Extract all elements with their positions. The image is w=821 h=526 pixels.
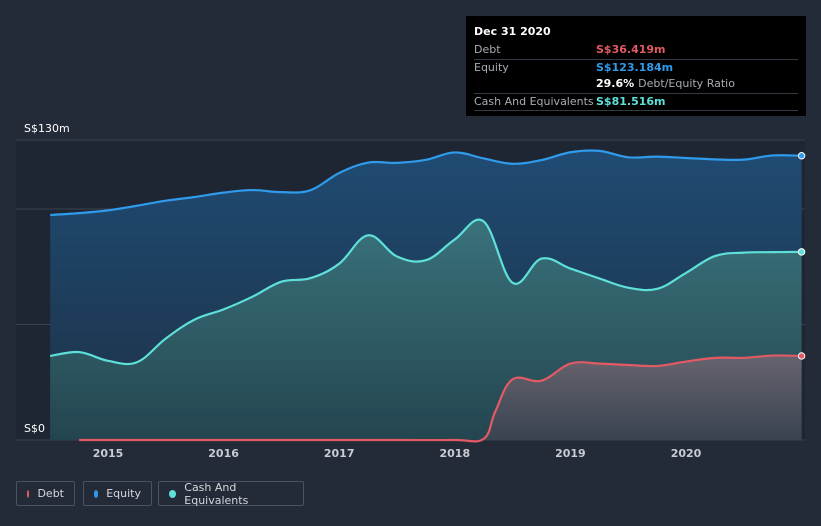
x-tick-label: 2019 [555, 447, 586, 460]
y-tick-label-top: S$130m [24, 122, 70, 135]
x-tick-label: 2020 [671, 447, 702, 460]
legend-item-equity[interactable]: Equity [83, 481, 152, 506]
tooltip-debt-label: Debt [474, 43, 501, 56]
debt-end-dot[interactable] [797, 352, 806, 360]
x-tick-label: 2016 [208, 447, 239, 460]
equity-line [50, 149, 802, 217]
debt-line [79, 354, 802, 443]
debt-area [79, 355, 802, 442]
legend-item-cash[interactable]: Cash And Equivalents [158, 480, 304, 507]
tooltip-equity-value: S$123.184m [596, 60, 674, 74]
legend-item-debt[interactable]: Debt [16, 481, 75, 506]
tooltip-debt-value: S$36.419m [596, 43, 666, 56]
x-tick-label: 2015 [93, 447, 124, 460]
legend-equity-label: Equity [106, 487, 141, 500]
tooltip-ratio-row: 29.6% Debt/Equity Ratio [474, 76, 798, 93]
tooltip-date: Dec 31 2020 [474, 25, 551, 38]
tooltip-ratio-value: 29.6% [596, 77, 635, 90]
equity-dot-icon [94, 489, 99, 498]
debt-dot-icon [27, 489, 30, 498]
tooltip-equity-row: Equity S$123.184m [474, 58, 798, 77]
tooltip-equity-label: Equity [474, 60, 509, 74]
tooltip-cash-row: Cash And Equivalents S$81.516m [474, 92, 798, 111]
cash-line [50, 218, 802, 366]
equity-end-dot[interactable] [797, 152, 806, 160]
x-tick-label: 2017 [324, 447, 355, 460]
legend-debt-label: Debt [37, 487, 64, 500]
cash-dot-icon [169, 489, 177, 498]
x-tick-label: 2018 [439, 447, 470, 460]
legend-cash-label: Cash And Equivalents [184, 480, 249, 507]
tooltip: Dec 31 2020 Debt S$36.419m Equity S$123.… [466, 16, 806, 116]
tooltip-debt-row: Debt S$36.419m [474, 42, 798, 59]
tooltip-cash-label: Cash And Equivalents [474, 94, 594, 108]
tooltip-cash-value: S$81.516m [596, 94, 666, 108]
cash-end-dot[interactable] [797, 248, 806, 256]
y-tick-label-bottom: S$0 [24, 422, 45, 435]
tooltip-ratio-label: Debt/Equity Ratio [638, 77, 735, 90]
